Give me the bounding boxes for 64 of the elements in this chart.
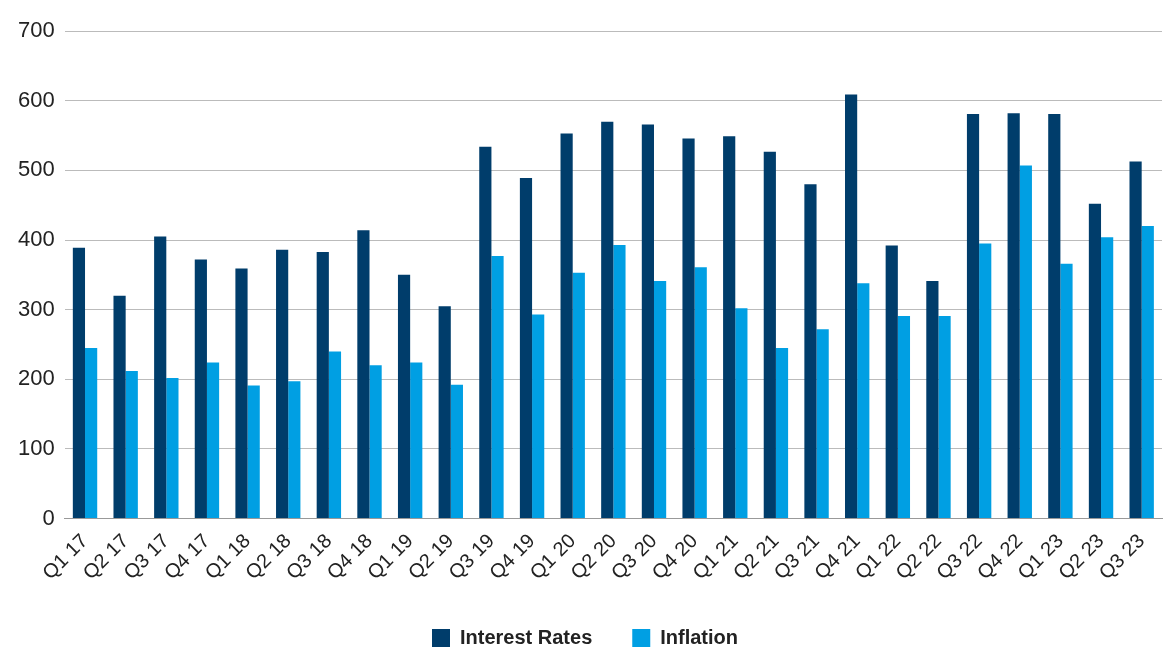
y-tick-label: 500 [17,156,55,182]
bar [966,114,980,519]
bar [1141,226,1154,519]
bar [491,256,504,519]
bar [1019,165,1032,519]
bar [532,314,545,519]
bar [926,281,939,519]
bar [194,259,207,519]
bar [897,315,911,519]
bar [438,306,451,519]
bar [397,274,411,519]
bar [357,230,370,519]
bar [694,267,707,519]
bar [328,351,342,519]
bar [72,247,86,519]
bar [125,370,138,519]
bar [316,251,329,519]
bar [479,146,492,519]
bar [206,362,220,519]
bar [845,94,858,519]
y-tick-label: 600 [17,86,55,112]
bar [763,151,776,519]
bar [1129,161,1142,519]
y-tick-label: 400 [17,226,55,252]
legend-label: Inflation [660,625,739,648]
bar [1088,203,1102,519]
bar [560,133,573,519]
bar [735,308,748,519]
bar [938,315,951,519]
bar [816,329,829,519]
bar [1048,114,1061,519]
bar [857,283,870,519]
bar [288,381,301,519]
bar [572,272,585,519]
bar [519,178,533,519]
bar [1007,113,1020,519]
legend-label: Interest Rates [459,625,593,648]
bar [641,124,654,519]
y-tick-label: 300 [17,295,55,321]
bar [653,281,667,519]
bar [369,365,382,519]
bar [601,121,614,519]
bar [804,184,817,519]
bar [723,136,736,519]
y-tick-label: 0 [42,504,55,530]
bar [276,249,289,519]
bar [154,236,167,519]
bar [450,384,463,519]
bar [235,268,248,519]
bar [85,347,98,519]
bar [247,385,260,519]
y-tick-label: 100 [17,434,55,460]
bar [113,295,126,519]
bar [613,244,626,519]
bar [410,362,423,519]
y-tick-label: 200 [17,365,55,391]
y-tick-label: 700 [17,17,55,43]
bar [1101,237,1114,519]
bar [682,138,695,519]
bar [166,377,179,519]
bar [1060,263,1073,519]
bar [775,347,789,519]
bar [885,245,898,519]
bar [979,243,992,519]
